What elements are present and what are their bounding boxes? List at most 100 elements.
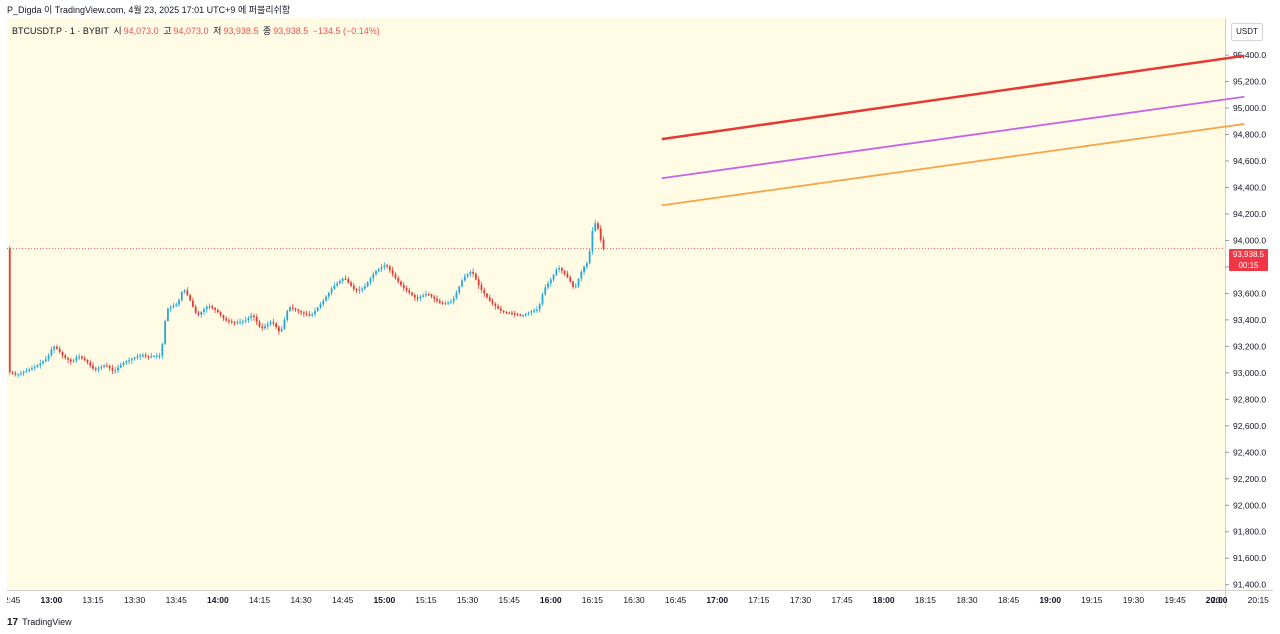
currency-button[interactable]: USDT [1231, 23, 1263, 41]
candle-body [280, 328, 283, 332]
price-tick-label: 94,200.0 [1233, 209, 1266, 219]
candle-body [19, 373, 22, 375]
candle-body [17, 374, 19, 376]
candle-body [336, 283, 339, 286]
candle-body [233, 322, 236, 324]
candle-body [397, 277, 400, 282]
price-tick-label: 92,200.0 [1233, 474, 1266, 484]
candle-body [216, 309, 219, 313]
candle-body [377, 269, 380, 272]
candle-body [153, 355, 155, 358]
candle-body [560, 268, 563, 271]
footer: 17 TradingView [7, 614, 72, 630]
candle-body [430, 294, 433, 297]
candle-body [569, 277, 572, 282]
candle-body [591, 230, 594, 252]
candle-body [214, 307, 216, 310]
candle-body [219, 312, 222, 316]
candle-body [341, 278, 344, 281]
chart-area[interactable]: 95,400.0 95,200.0 95,000.0 94,800.0 94,600.0… [7, 18, 1273, 610]
legend-open-label: 시 [113, 26, 122, 36]
time-tick-label: 13:00 [41, 595, 63, 605]
candle-body [344, 278, 347, 280]
candle-body [505, 312, 508, 314]
candle-body [194, 306, 197, 313]
candle-body [527, 312, 530, 314]
time-tick-label: 17:45 [831, 595, 853, 605]
candle-body [488, 297, 491, 301]
candle-body [39, 363, 42, 366]
price-tick-label: 92,600.0 [1233, 421, 1266, 431]
candle-body [291, 307, 294, 309]
candle-body [92, 365, 94, 369]
candle-body [286, 311, 289, 320]
candle-body [308, 314, 311, 316]
candle-body [355, 289, 358, 291]
candle-body [175, 304, 178, 306]
candle-body [269, 322, 272, 325]
time-tick-label: 17:30 [790, 595, 812, 605]
candle-body [347, 279, 350, 283]
candle-body [588, 251, 591, 264]
candle-body [555, 269, 558, 275]
candle-body [255, 317, 258, 322]
candle-body [472, 272, 475, 274]
candle-body [36, 365, 39, 367]
time-tick-label: 18:00 [873, 595, 895, 605]
candle-body [413, 295, 416, 298]
candle-body [203, 309, 205, 312]
price-tick-label: 95,400.0 [1233, 50, 1266, 60]
candle-body [480, 285, 483, 290]
time-tick-label: 17:00 [706, 595, 728, 605]
candle-body [258, 321, 261, 327]
candle-body [486, 293, 488, 298]
candle-body [130, 358, 133, 361]
time-tick-label: 14:30 [290, 595, 312, 605]
candle-body [164, 320, 167, 345]
candle-body [422, 295, 425, 297]
candle-body [136, 356, 139, 358]
price-tick-label: 91,800.0 [1233, 527, 1266, 537]
candle-body [283, 319, 286, 329]
candle-body [44, 359, 47, 362]
candle-body [366, 282, 369, 287]
candle-body [361, 288, 364, 290]
legend-symbol[interactable]: BTCUSDT.P · 1 · BYBIT [12, 26, 109, 36]
candle-body [86, 360, 89, 363]
price-tick-label: 95,200.0 [1233, 77, 1266, 87]
candle-body [142, 354, 144, 357]
candle-body [139, 354, 142, 357]
candle-body [22, 371, 25, 374]
time-tick-label: 19:45 [1164, 595, 1186, 605]
candle-body [183, 290, 186, 293]
candle-body [383, 265, 386, 268]
candle-body [394, 274, 397, 278]
candle-body [380, 267, 383, 270]
candle-body [191, 300, 194, 307]
candle-body [552, 274, 555, 280]
candle-body [494, 303, 497, 307]
candle-body [28, 369, 31, 371]
legend-change: −134.5 (−0.14%) [312, 26, 380, 36]
candle-body [563, 270, 566, 274]
candle-body [167, 308, 169, 321]
candle-body [81, 356, 83, 359]
candle-body [67, 357, 69, 360]
candle-body [513, 313, 516, 315]
candle-body [594, 223, 597, 231]
candle-body [508, 312, 511, 314]
candle-body [574, 285, 577, 288]
candle-body [400, 281, 402, 286]
time-tick-label: 16:00 [540, 595, 562, 605]
candle-body [172, 305, 175, 308]
time-tick-label: 18:30 [956, 595, 978, 605]
candle-body [50, 349, 53, 356]
candle-body [572, 281, 574, 287]
candle-body [264, 326, 266, 329]
price-chart[interactable]: 95,400.0 95,200.0 95,000.0 94,800.0 94,600.0… [7, 18, 1273, 610]
attribution-text: P_Digda 이 TradingView.com, 4월 23, 2025 1… [7, 5, 291, 15]
time-tick-label: 12:45 [7, 595, 21, 605]
candle-body [541, 294, 544, 305]
candle-body [327, 292, 330, 297]
candle-body [72, 360, 75, 362]
